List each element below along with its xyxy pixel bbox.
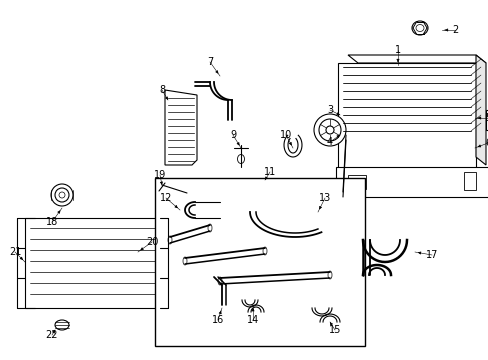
Text: 2: 2 <box>451 25 457 35</box>
Text: 9: 9 <box>229 130 236 140</box>
Ellipse shape <box>181 190 186 196</box>
Text: 8: 8 <box>159 85 165 95</box>
Ellipse shape <box>55 188 69 202</box>
Text: 1: 1 <box>394 45 400 55</box>
Ellipse shape <box>313 114 346 146</box>
Ellipse shape <box>263 247 266 255</box>
Ellipse shape <box>59 192 65 198</box>
Ellipse shape <box>160 184 167 190</box>
Ellipse shape <box>207 224 212 232</box>
Ellipse shape <box>327 271 331 279</box>
Bar <box>155 178 364 346</box>
Polygon shape <box>347 55 485 63</box>
Text: 11: 11 <box>264 167 276 177</box>
Ellipse shape <box>51 184 73 206</box>
Text: 5: 5 <box>484 113 488 123</box>
Polygon shape <box>164 90 197 165</box>
Text: 17: 17 <box>425 250 437 260</box>
Ellipse shape <box>415 24 423 31</box>
Text: 7: 7 <box>206 57 213 67</box>
Bar <box>337 63 475 173</box>
Ellipse shape <box>218 277 222 285</box>
Ellipse shape <box>318 119 340 141</box>
Bar <box>463 172 475 190</box>
Polygon shape <box>475 55 485 165</box>
Text: 14: 14 <box>246 315 259 325</box>
Ellipse shape <box>237 154 244 163</box>
Text: 6: 6 <box>484 138 488 148</box>
Ellipse shape <box>183 257 186 265</box>
Text: 22: 22 <box>46 330 58 340</box>
Ellipse shape <box>168 236 172 244</box>
Bar <box>335 167 488 197</box>
Text: 10: 10 <box>279 130 291 140</box>
Text: 15: 15 <box>328 325 341 335</box>
Ellipse shape <box>411 21 427 35</box>
Text: 3: 3 <box>326 105 332 115</box>
Bar <box>25 218 160 308</box>
Text: 16: 16 <box>211 315 224 325</box>
Text: 20: 20 <box>145 237 158 247</box>
Bar <box>485 110 488 130</box>
Ellipse shape <box>325 126 333 134</box>
Bar <box>347 175 365 189</box>
Text: 21: 21 <box>9 247 21 257</box>
Text: 4: 4 <box>326 137 332 147</box>
Text: 18: 18 <box>46 217 58 227</box>
Ellipse shape <box>55 320 69 330</box>
Text: 12: 12 <box>160 193 172 203</box>
Text: 19: 19 <box>154 170 166 180</box>
Text: 13: 13 <box>318 193 330 203</box>
